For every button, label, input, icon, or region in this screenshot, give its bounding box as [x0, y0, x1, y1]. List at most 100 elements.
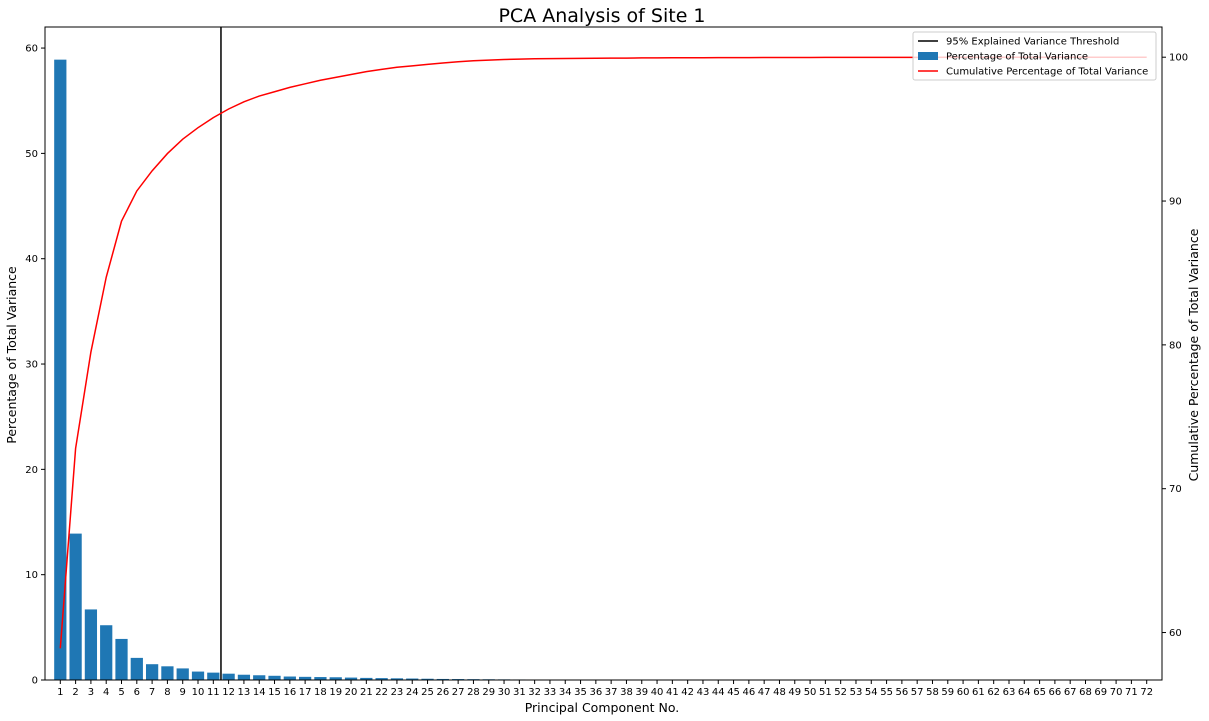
bar: [344, 677, 358, 680]
x-tick-label: 9: [180, 687, 186, 698]
x-tick-label: 36: [589, 687, 602, 698]
y2-tick-label: 60: [1169, 628, 1182, 639]
x-tick-label: 54: [865, 687, 878, 698]
x-tick-label: 45: [727, 687, 740, 698]
x-tick-label: 71: [1125, 687, 1138, 698]
bar: [115, 638, 128, 680]
bar: [283, 676, 296, 680]
x-tick-label: 65: [1033, 687, 1046, 698]
x-tick-label: 2: [72, 687, 78, 698]
x-tick-label: 18: [314, 687, 327, 698]
bar: [375, 678, 388, 680]
legend-entry-label: Percentage of Total Variance: [946, 52, 1088, 63]
x-tick-label: 4: [103, 687, 109, 698]
bar: [145, 664, 159, 680]
x-tick-label: 59: [941, 687, 954, 698]
x-tick-label: 32: [528, 687, 541, 698]
x-tick-label: 40: [651, 687, 664, 698]
bar: [329, 677, 342, 680]
bar: [360, 677, 373, 680]
x-tick-label: 25: [421, 687, 434, 698]
x-tick-label: 12: [222, 687, 235, 698]
bar: [84, 609, 98, 680]
x-tick-label: 72: [1140, 687, 1153, 698]
bar: [237, 674, 251, 680]
y-axis-left: 0 10 20 30 40 50 60: [25, 44, 45, 687]
y-tick-label: 10: [25, 570, 38, 581]
x-tick-label: 13: [238, 687, 251, 698]
legend-box: [912, 31, 1157, 81]
x-tick-label: 44: [712, 687, 725, 698]
x-tick-label: 19: [329, 687, 342, 698]
bar: [390, 678, 404, 680]
y2-tick-label: 80: [1169, 340, 1182, 351]
bar: [130, 657, 143, 680]
bar: [69, 533, 82, 680]
x-axis: 1 2 3 4 5 6 7 8 9 10 11 12 13 14 15 16 17 18 19 20 21 22 23 24 2…: [57, 680, 1153, 698]
x-tick-label: 35: [574, 687, 587, 698]
x-tick-label: 38: [620, 687, 633, 698]
bar: [421, 678, 434, 680]
bar: [100, 625, 113, 680]
y2-axis-label: Cumulative Percentage of Total Variance: [1186, 228, 1201, 481]
x-tick-label: 58: [926, 687, 939, 698]
x-tick-label: 51: [819, 687, 832, 698]
bar: [253, 675, 266, 680]
x-tick-label: 26: [436, 687, 449, 698]
x-tick-label: 60: [957, 687, 970, 698]
x-tick-label: 20: [345, 687, 358, 698]
x-tick-label: 1: [57, 687, 63, 698]
x-tick-label: 64: [1018, 687, 1031, 698]
x-tick-label: 5: [118, 687, 124, 698]
bar: [406, 678, 419, 680]
x-tick-label: 42: [681, 687, 694, 698]
legend: 95% Explained Variance Threshold Percenta…: [912, 31, 1157, 81]
chart-title: PCA Analysis of Site 1: [498, 5, 705, 27]
bar: [222, 673, 235, 680]
x-tick-label: 61: [972, 687, 985, 698]
x-tick-label: 11: [207, 687, 220, 698]
x-tick-label: 70: [1110, 687, 1123, 698]
x-tick-label: 24: [406, 687, 419, 698]
x-tick-label: 56: [896, 687, 909, 698]
x-tick-label: 21: [360, 687, 373, 698]
x-tick-label: 30: [498, 687, 511, 698]
x-tick-label: 16: [283, 687, 296, 698]
x-tick-label: 37: [605, 687, 618, 698]
legend-entry-label: Cumulative Percentage of Total Variance: [946, 67, 1148, 78]
x-tick-label: 47: [758, 687, 771, 698]
cumulative-line-group: [59, 56, 1147, 649]
bar: [299, 676, 312, 680]
x-tick-label: 69: [1094, 687, 1107, 698]
x-tick-label: 52: [834, 687, 847, 698]
x-tick-label: 55: [880, 687, 893, 698]
x-tick-label: 14: [253, 687, 266, 698]
y2-tick-label: 100: [1169, 53, 1188, 64]
x-tick-label: 46: [742, 687, 755, 698]
x-tick-label: 28: [467, 687, 480, 698]
x-tick-label: 62: [987, 687, 1000, 698]
x-tick-label: 57: [911, 687, 924, 698]
x-tick-label: 39: [635, 687, 648, 698]
bar-series: [54, 59, 1153, 680]
bar: [191, 671, 205, 680]
x-tick-label: 6: [134, 687, 140, 698]
x-tick-label: 23: [391, 687, 404, 698]
y-tick-label: 40: [25, 254, 38, 265]
x-tick-label: 3: [88, 687, 94, 698]
bar: [268, 675, 281, 680]
x-tick-label: 68: [1079, 687, 1092, 698]
bar: [436, 678, 449, 680]
x-tick-label: 17: [299, 687, 312, 698]
legend-patch-swatch: [918, 52, 938, 60]
y2-tick-label: 70: [1169, 484, 1182, 495]
x-tick-label: 33: [544, 687, 557, 698]
x-tick-label: 15: [268, 687, 281, 698]
bar: [54, 59, 67, 680]
y-tick-label: 50: [25, 149, 38, 160]
x-tick-label: 43: [697, 687, 710, 698]
bar: [161, 666, 174, 680]
x-tick-label: 50: [804, 687, 817, 698]
x-tick-label: 67: [1064, 687, 1077, 698]
